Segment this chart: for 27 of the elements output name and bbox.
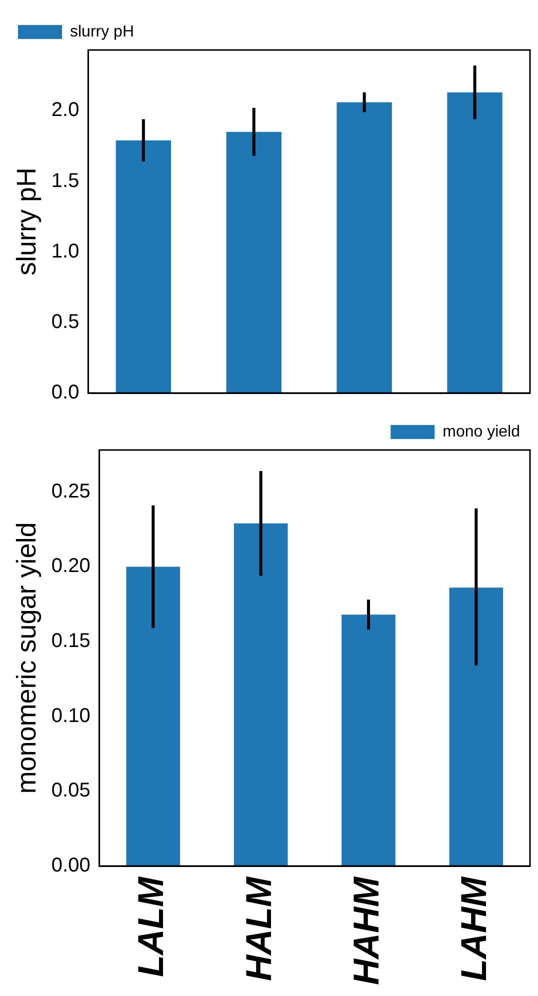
bar <box>449 588 504 866</box>
bar <box>116 140 172 393</box>
legend-label: slurry pH <box>70 23 134 40</box>
y-tick-label: 2.0 <box>51 99 80 122</box>
y-tick-label: 0.00 <box>51 854 90 877</box>
bar <box>126 566 180 866</box>
y-tick-label: 0.0 <box>51 382 80 404</box>
y-axis-title: monomeric sugar yield <box>12 522 42 794</box>
bar <box>234 523 288 866</box>
y-tick-label: 0.05 <box>51 780 90 802</box>
y-tick-label: 1.0 <box>51 240 80 262</box>
x-tick-label: LAHM <box>453 876 494 981</box>
y-tick-label: 0.25 <box>51 480 90 502</box>
x-tick-label: LALM <box>130 876 172 977</box>
bar <box>342 614 396 866</box>
x-tick-label: HALM <box>238 876 279 981</box>
x-tick-label: HAHM <box>345 876 386 985</box>
y-axis-title: slurry pH <box>12 167 42 276</box>
y-tick-label: 0.10 <box>51 704 90 727</box>
y-tick-label: 0.15 <box>51 630 90 652</box>
bar <box>336 102 392 393</box>
y-tick-label: 0.20 <box>51 555 90 578</box>
bar <box>226 132 282 393</box>
y-tick-label: 1.5 <box>51 170 80 192</box>
bar <box>447 92 502 393</box>
legend-label: mono yield <box>442 423 520 440</box>
y-tick-label: 0.5 <box>51 310 80 333</box>
